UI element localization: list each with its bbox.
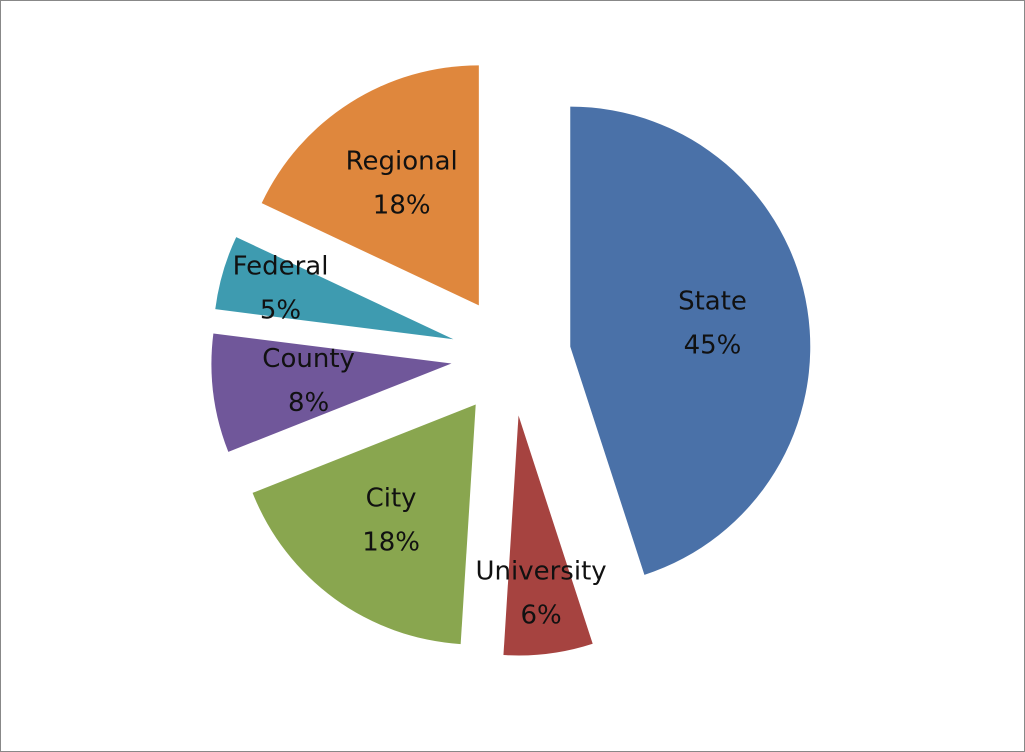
slice-label: County [262, 344, 355, 374]
pie-slice [503, 415, 593, 656]
slice-label: State [678, 287, 747, 317]
slice-value-label: 45% [684, 331, 742, 361]
slice-value-label: 18% [362, 528, 420, 558]
pie-slice [261, 65, 479, 306]
slice-value-label: 5% [260, 296, 301, 326]
pie-slice [215, 237, 454, 340]
slice-value-label: 18% [373, 190, 431, 220]
slice-label: Federal [233, 252, 329, 282]
slice-label: University [476, 557, 607, 587]
pie-slice [570, 106, 811, 575]
slice-label: City [366, 484, 417, 514]
slice-value-label: 6% [520, 601, 561, 631]
slice-value-label: 8% [288, 388, 329, 418]
pie-slice [252, 404, 476, 645]
pie-slice [211, 333, 452, 452]
slice-label: Regional [346, 146, 458, 176]
